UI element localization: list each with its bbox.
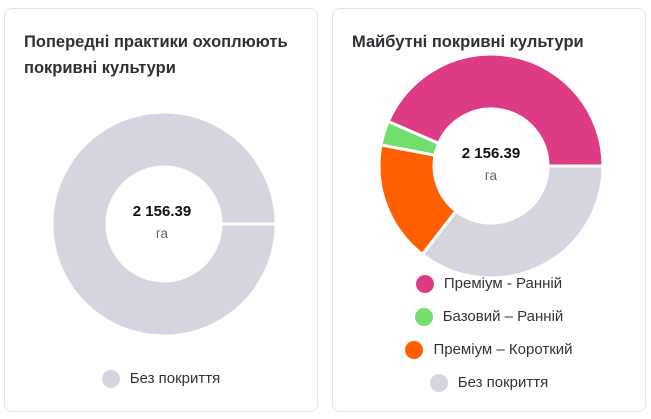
legend-item[interactable]: Без покриття (5, 362, 317, 395)
donut-slice[interactable] (386, 52, 605, 168)
legend-color-dot-icon (414, 307, 433, 326)
area-unit: га (155, 226, 169, 241)
legend-item[interactable]: Базовий – Ранній (333, 300, 645, 333)
legend-label: Без покриття (129, 370, 221, 387)
legend-item[interactable]: Без покриття (333, 366, 645, 399)
legend-color-dot-icon (101, 369, 120, 388)
donut-center-label: 2 156.39 га (431, 145, 551, 183)
legend-color-dot-icon (405, 340, 424, 359)
chart-legend: Преміум - Ранній Базовий – Ранній Преміум … (333, 267, 645, 399)
legend-item[interactable]: Преміум – Короткий (333, 333, 645, 366)
total-area-value: 2 156.39 (461, 145, 521, 162)
legend-color-dot-icon (415, 274, 434, 293)
donut-slice[interactable] (420, 164, 605, 280)
card-title: Попередні практики охоплюють покривні ку… (24, 33, 288, 77)
total-area-value: 2 156.39 (132, 203, 192, 220)
legend-item[interactable]: Преміум - Ранній (333, 267, 645, 300)
legend-label: Без покриття (457, 374, 549, 391)
future-cover-crops-card: Майбутні покривні культури 2 156.39 га П… (332, 8, 646, 412)
chart-legend: Без покриття (5, 362, 317, 395)
donut-slice[interactable] (50, 110, 278, 338)
card-title: Майбутні покривні культури (352, 33, 584, 51)
legend-label: Преміум – Короткий (433, 341, 573, 358)
area-unit: га (484, 168, 498, 183)
legend-color-dot-icon (429, 373, 448, 392)
legend-label: Базовий – Ранній (442, 308, 564, 325)
previous-practices-card: Попередні практики охоплюють покривні ку… (4, 8, 318, 412)
previous-practices-donut-chart[interactable] (50, 110, 278, 338)
future-cover-crops-donut-chart[interactable] (377, 52, 605, 280)
legend-label: Преміум - Ранній (443, 275, 563, 292)
donut-center-label: 2 156.39 га (102, 203, 222, 241)
